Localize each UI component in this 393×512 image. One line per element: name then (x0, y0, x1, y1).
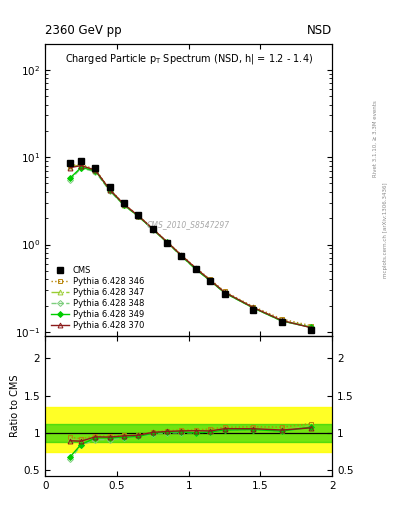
Legend: CMS, Pythia 6.428 346, Pythia 6.428 347, Pythia 6.428 348, Pythia 6.428 349, Pyt: CMS, Pythia 6.428 346, Pythia 6.428 347,… (50, 264, 146, 332)
Text: 2360 GeV pp: 2360 GeV pp (45, 24, 122, 37)
Text: Charged Particle $\mathregular{p_T}$ Spectrum (NSD, h| = 1.2 - 1.4): Charged Particle $\mathregular{p_T}$ Spe… (64, 52, 313, 66)
Text: mcplots.cern.ch [arXiv:1306.3436]: mcplots.cern.ch [arXiv:1306.3436] (383, 183, 387, 278)
Y-axis label: Ratio to CMS: Ratio to CMS (9, 375, 20, 437)
Text: NSD: NSD (307, 24, 332, 37)
Text: Rivet 3.1.10, ≥ 3.3M events: Rivet 3.1.10, ≥ 3.3M events (373, 100, 378, 177)
Text: CMS_2010_S8547297: CMS_2010_S8547297 (147, 220, 230, 229)
